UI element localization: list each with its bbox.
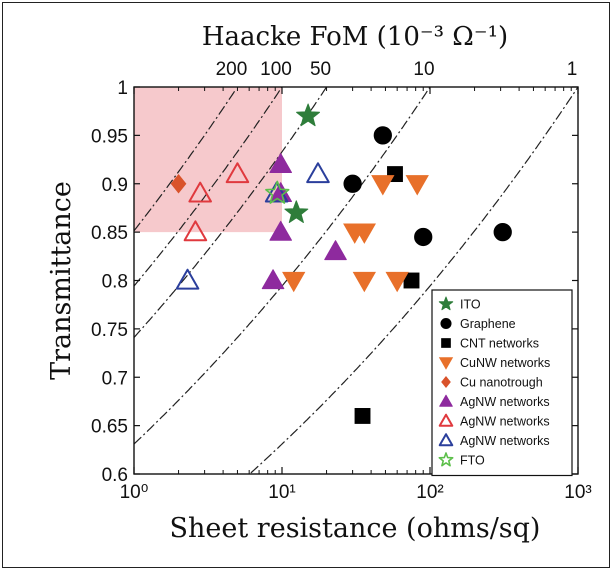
- point-agnw-networks-6: [188, 181, 212, 203]
- legend-marker: [438, 357, 454, 370]
- point-cunw-networks-3: [282, 271, 306, 293]
- point-agnw-networks-5: [269, 220, 293, 241]
- x-axis-title: Sheet resistance (ohms/sq): [170, 513, 541, 544]
- legend-entry-label: ITO: [460, 298, 481, 312]
- fom-labels: 200 100 50 10 1: [216, 59, 578, 80]
- x-tick-label: 10⁰: [120, 482, 149, 503]
- legend-marker: [438, 433, 454, 447]
- y-tick-label: 0.85: [91, 223, 128, 244]
- point-cunw-networks-3: [352, 271, 376, 293]
- fom-line-200: [133, 88, 237, 232]
- target-region: [134, 87, 282, 233]
- legend-entry-label: Graphene: [460, 317, 516, 331]
- point-cu-nanotrough-4: [170, 173, 187, 194]
- fom-line-1: [250, 86, 579, 474]
- x-tick-label: 10²: [416, 482, 443, 503]
- y-ticks: 0.6 0.65 0.7 0.75 0.8 0.85 0.9 0.95 1: [91, 78, 578, 486]
- point-ito-0: [284, 200, 309, 223]
- legend-box: [431, 289, 573, 477]
- point-graphene-1: [343, 174, 362, 193]
- fom-label-10: 10: [413, 59, 434, 80]
- legend-marker: [441, 338, 451, 348]
- point-agnw-networks-7: [306, 162, 330, 184]
- point-agnw-networks-6: [183, 220, 208, 242]
- y-tick-label: 0.7: [102, 368, 128, 389]
- point-cunw-networks-3: [352, 223, 376, 244]
- y-tick-label: 0.65: [91, 417, 128, 438]
- legend-marker: [441, 375, 451, 389]
- point-graphene-1: [493, 222, 512, 242]
- x-tick-label: 10¹: [268, 482, 295, 503]
- y-tick-label: 0.8: [102, 272, 128, 293]
- y-tick-label: 0.95: [91, 126, 128, 147]
- y-tick-label: 0.9: [102, 175, 128, 196]
- point-agnw-networks-5: [261, 269, 285, 290]
- y-tick-label: 1: [117, 78, 128, 99]
- point-cunw-networks-3: [371, 175, 395, 196]
- legend-entry-label: FTO: [460, 454, 485, 468]
- legend-marker: [438, 452, 454, 467]
- legend: ITO Graphene CNT networks CuNW networks Cu n…: [431, 289, 573, 477]
- legend-entry-label: AgNW networks: [460, 395, 550, 409]
- fom-line-100: [133, 86, 283, 287]
- fom-label-200: 200: [216, 59, 248, 80]
- legend-entry-label: CNT networks: [460, 337, 539, 351]
- x-tick-label: 10³: [564, 482, 591, 503]
- legend-marker: [440, 317, 452, 330]
- top-axis-title: Haacke FoM (10⁻³ Ω⁻¹): [202, 22, 508, 52]
- point-agnw-networks-5: [324, 240, 347, 261]
- point-ito-0: [296, 103, 320, 127]
- point-graphene-1: [373, 126, 392, 145]
- legend-entry-label: Cu nanotrough: [460, 376, 543, 390]
- point-agnw-networks-6: [225, 162, 250, 184]
- point-fto-8: [265, 180, 290, 204]
- point-cunw-networks-3: [405, 175, 429, 196]
- legend-marker: [438, 413, 454, 427]
- data-points: [170, 103, 512, 424]
- y-tick-label: 0.6: [102, 465, 128, 486]
- point-cnt-networks-2: [403, 272, 420, 289]
- y-axis-title: Transmittance: [46, 181, 77, 380]
- point-cnt-networks-2: [354, 408, 371, 424]
- point-agnw-networks-7: [264, 181, 289, 203]
- legend-entry-label: AgNW networks: [460, 434, 550, 448]
- legend-entry-label: AgNW networks: [460, 415, 550, 429]
- fom-line-50: [133, 86, 327, 338]
- legend-marker: [439, 394, 453, 407]
- point-agnw-networks-7: [175, 268, 200, 290]
- point-cunw-networks-3: [385, 271, 409, 293]
- legend-entry-label: CuNW networks: [460, 356, 550, 370]
- y-tick-label: 0.75: [91, 320, 128, 341]
- fom-label-100: 100: [260, 59, 292, 80]
- fom-label-1: 1: [567, 59, 578, 80]
- fom-label-50: 50: [310, 59, 331, 80]
- point-agnw-networks-5: [269, 153, 293, 173]
- x-ticks: 10⁰ 10¹ 10² 10³: [120, 87, 592, 503]
- legend-marker: [438, 296, 454, 311]
- point-graphene-1: [414, 227, 433, 247]
